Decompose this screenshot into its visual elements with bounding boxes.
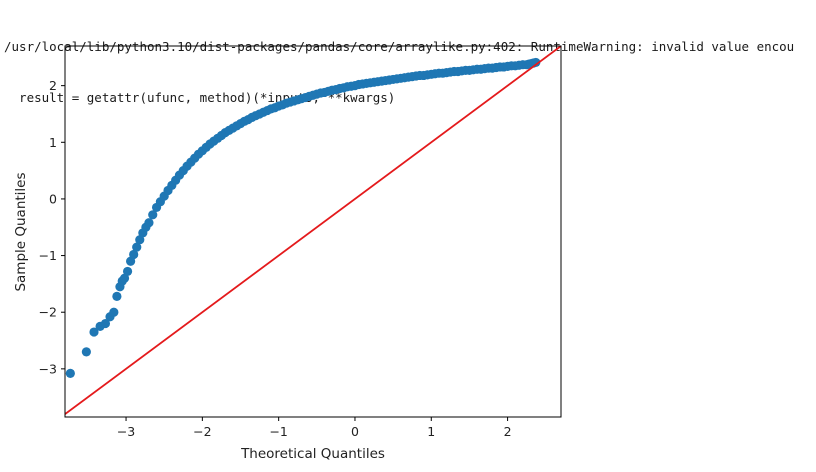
data-point (112, 291, 122, 301)
data-point (89, 327, 99, 337)
y-axis-ticks: −3 −2 −1 0 1 2 (39, 78, 65, 376)
data-point (81, 347, 91, 357)
scatter-points (65, 57, 541, 378)
plot-frame (64, 45, 562, 418)
y-tick-label: 0 (49, 191, 57, 206)
x-tick-label: −2 (193, 424, 211, 439)
x-axis-label: Theoretical Quantiles (240, 446, 385, 462)
x-axis-ticks: −3 −2 −1 0 1 2 (117, 417, 512, 439)
y-tick-label: −1 (39, 248, 57, 263)
data-point (531, 57, 541, 68)
data-point (100, 318, 111, 329)
y-tick-label: 2 (49, 78, 57, 93)
reference-line (65, 46, 561, 416)
data-point (129, 249, 139, 260)
x-tick-label: 1 (427, 424, 435, 439)
x-tick-label: −1 (269, 424, 287, 439)
data-point (132, 242, 142, 252)
data-point (65, 368, 75, 378)
data-point (122, 266, 133, 277)
y-axis-label: Sample Quantiles (13, 172, 29, 291)
y-tick-label: −2 (39, 305, 57, 320)
data-point (109, 307, 119, 317)
x-tick-label: 2 (504, 424, 512, 439)
x-tick-label: 0 (351, 424, 359, 439)
data-point (144, 218, 154, 228)
y-tick-label: −3 (39, 361, 57, 376)
data-point (148, 210, 158, 220)
x-tick-label: −3 (117, 424, 135, 439)
y-tick-label: 1 (49, 135, 57, 150)
reference-line-group (65, 46, 561, 416)
